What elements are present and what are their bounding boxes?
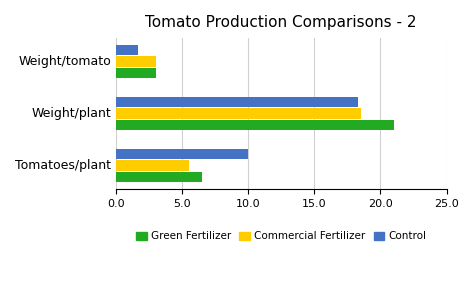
Bar <box>116 68 155 78</box>
Bar <box>116 56 155 67</box>
Bar <box>116 160 189 171</box>
Bar <box>116 45 138 55</box>
Legend: Green Fertilizer, Commercial Fertilizer, Control: Green Fertilizer, Commercial Fertilizer,… <box>132 227 430 246</box>
Bar <box>116 120 394 130</box>
Bar <box>116 108 361 119</box>
Bar <box>116 171 202 182</box>
Title: Tomato Production Comparisons - 2: Tomato Production Comparisons - 2 <box>146 15 417 30</box>
Bar <box>116 97 358 107</box>
Bar <box>116 149 248 159</box>
